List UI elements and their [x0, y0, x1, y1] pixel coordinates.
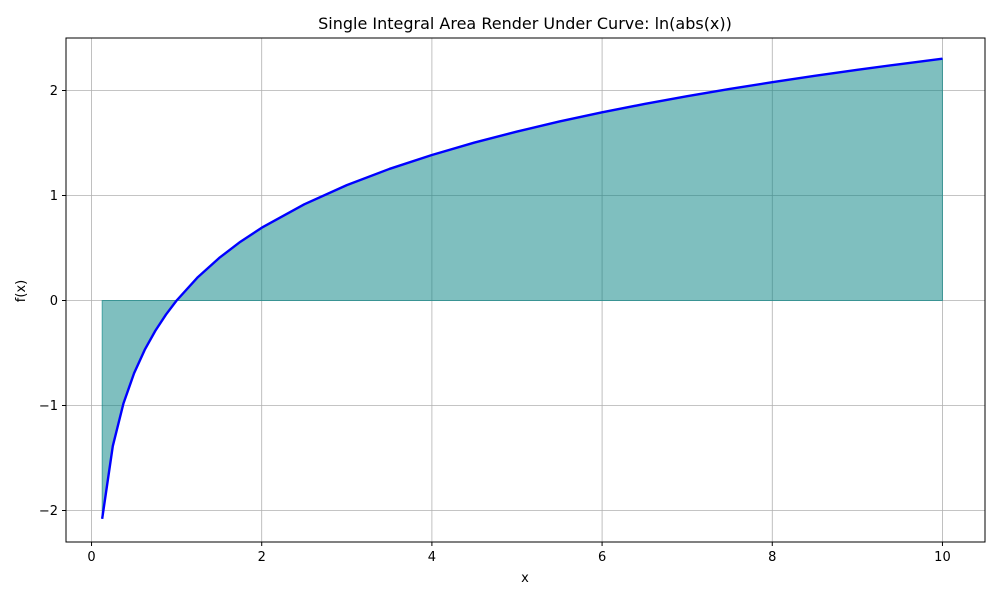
y-tick-label: −2: [39, 504, 58, 519]
x-tick-label: 0: [87, 550, 95, 565]
y-tick-label: 1: [50, 189, 58, 204]
x-tick-label: 4: [428, 550, 436, 565]
curve-group: [100, 57, 943, 519]
ticks: 0 2 4 6 8 10 −2 −1 0 1 2: [39, 84, 951, 565]
x-tick-label: 2: [258, 550, 266, 565]
chart-title: Single Integral Area Render Under Curve:…: [318, 14, 732, 33]
y-tick-label: −1: [39, 399, 58, 414]
axes-frame: [65, 37, 986, 543]
x-axis-label: x: [521, 571, 529, 586]
x-tick-label: 10: [934, 550, 951, 565]
x-tick-label: 8: [768, 550, 776, 565]
y-tick-label: 0: [50, 294, 58, 309]
y-axis-label: f(x): [14, 280, 29, 302]
x-tick-label: 6: [598, 550, 606, 565]
y-tick-label: 2: [50, 84, 58, 99]
series-line: [100, 57, 943, 519]
